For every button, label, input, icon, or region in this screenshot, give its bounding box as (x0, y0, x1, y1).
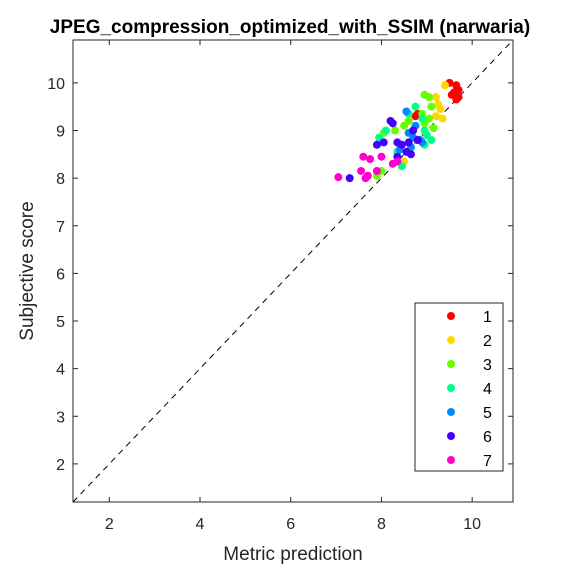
legend-label: 4 (483, 381, 492, 398)
y-tick-label: 8 (56, 171, 65, 188)
x-tick-label: 10 (463, 516, 481, 533)
data-point-series-3 (427, 102, 436, 111)
data-point-series-6 (404, 138, 413, 147)
x-axis-label: Metric prediction (223, 544, 362, 565)
y-tick-label: 2 (56, 457, 65, 474)
y-tick-label: 10 (47, 76, 65, 93)
data-point-series-4 (427, 136, 436, 145)
legend-box (414, 302, 504, 472)
legend-marker-3 (447, 360, 455, 368)
tick-labels: 2 4 6 8 10 2 3 4 5 6 7 8 9 10 (47, 76, 481, 533)
legend-marker-1 (447, 312, 455, 320)
y-tick-label: 5 (56, 314, 65, 331)
data-point-series-6 (379, 138, 388, 147)
data-point-series-4 (381, 126, 390, 135)
y-tick-label: 7 (56, 219, 65, 236)
data-point-series-5 (402, 107, 411, 116)
data-point-series-2 (431, 93, 440, 102)
data-point-series-7 (372, 166, 381, 175)
legend-label: 3 (483, 357, 492, 374)
data-point-series-7 (359, 152, 368, 161)
legend-marker-5 (447, 408, 455, 416)
data-point-series-2 (438, 114, 447, 123)
x-tick-label: 8 (377, 516, 386, 533)
data-point-series-1 (411, 112, 420, 121)
legend-marker-4 (447, 384, 455, 392)
data-point-series-2 (431, 112, 440, 121)
data-point-series-3 (425, 93, 434, 102)
data-point-series-7 (334, 173, 343, 182)
legend-label: 7 (483, 453, 492, 470)
data-point-series-6 (409, 126, 418, 135)
data-point-series-4 (418, 114, 427, 123)
chart-title: JPEG_compression_optimized_with_SSIM (na… (50, 17, 530, 38)
data-point-series-6 (388, 119, 397, 128)
data-points (334, 78, 463, 183)
legend-label: 5 (483, 405, 492, 422)
legend-label: 2 (483, 333, 492, 350)
data-point-series-7 (361, 174, 370, 183)
legend-marker-6 (447, 432, 455, 440)
data-point-series-4 (411, 102, 420, 111)
data-point-series-6 (393, 138, 402, 147)
y-tick-label: 9 (56, 123, 65, 140)
data-point-series-2 (436, 105, 445, 114)
y-axis-label: Subjective score (17, 201, 38, 340)
data-point-series-1 (452, 95, 461, 104)
data-point-series-7 (393, 157, 402, 166)
data-point-series-3 (429, 124, 438, 133)
y-tick-label: 3 (56, 409, 65, 426)
y-tick-label: 6 (56, 266, 65, 283)
x-tick-label: 2 (105, 516, 114, 533)
y-tick-label: 4 (56, 362, 65, 379)
data-point-series-6 (345, 174, 354, 183)
data-point-series-3 (391, 126, 400, 135)
legend-label: 6 (483, 429, 492, 446)
x-tick-label: 4 (196, 516, 205, 533)
legend-marker-7 (447, 456, 455, 464)
legend: 1 2 3 4 5 6 7 (414, 302, 504, 472)
data-point-series-2 (440, 81, 449, 90)
data-point-series-7 (366, 155, 375, 164)
legend-marker-2 (447, 336, 455, 344)
axis-ticks (73, 40, 513, 502)
data-point-series-7 (357, 166, 366, 175)
data-point-series-6 (406, 150, 415, 159)
legend-label: 1 (483, 309, 492, 326)
data-point-series-6 (372, 140, 381, 149)
data-point-series-7 (377, 152, 386, 161)
data-point-series-6 (413, 136, 422, 145)
x-tick-label: 6 (286, 516, 295, 533)
data-point-series-3 (400, 121, 409, 130)
